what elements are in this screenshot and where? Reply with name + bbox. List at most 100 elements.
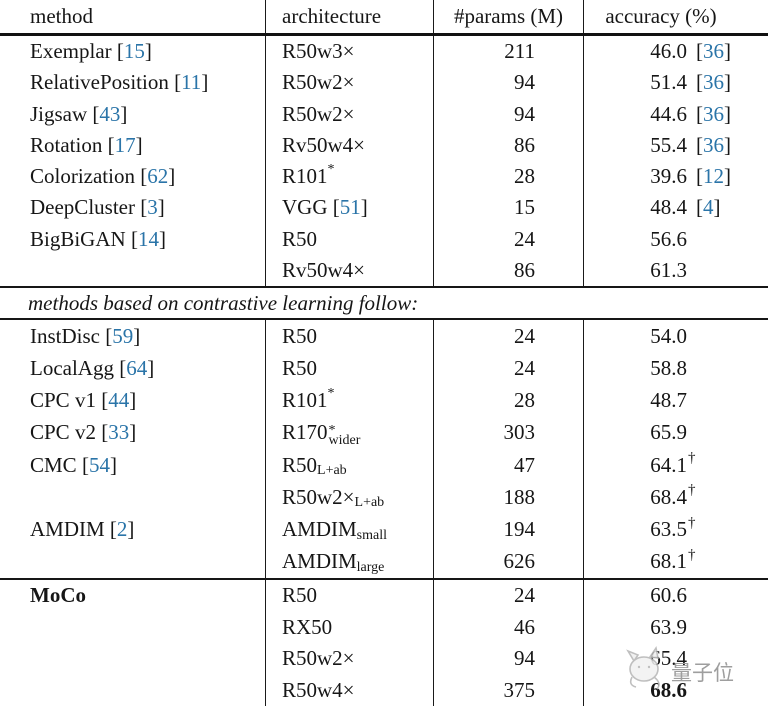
method-cell: [0, 643, 265, 675]
citation-number: 62: [147, 164, 169, 189]
accuracy-cell: 61.3: [583, 254, 768, 286]
accuracy-value: 48.4: [650, 195, 687, 220]
section-divider: methods based on contrastive learning fo…: [0, 286, 768, 320]
architecture-cell: Rv50w4×: [265, 254, 433, 286]
accuracy-cell: 65.4: [583, 643, 768, 675]
accuracy-value: 64.1: [650, 452, 687, 477]
accuracy-value: 44.6: [650, 101, 687, 126]
accuracy-cell: 54.0: [583, 320, 768, 353]
citation-number: 15: [123, 39, 145, 64]
architecture-cell: R50: [265, 223, 433, 255]
citation-number: 44: [108, 388, 130, 413]
method-cell: LocalAgg [64]: [30, 355, 155, 380]
citation-number: 33: [108, 420, 130, 445]
params-cell: 94: [433, 643, 583, 675]
accuracy-cell: 68.1 †: [583, 545, 768, 578]
params-cell: 15: [433, 192, 583, 224]
method-cell: Exemplar [15]: [30, 39, 152, 64]
method-cell: CMC [54]: [30, 452, 117, 477]
section-contrastive-learning-methods: InstDisc [59] R50 24 54.0 LocalAgg [64] R50 24…: [0, 320, 768, 578]
accuracy-value: 63.5: [650, 517, 687, 542]
architecture-cell: R101 *: [265, 384, 433, 417]
citation-number: 36: [703, 39, 724, 64]
method-cell: Jigsaw [43]: [30, 101, 128, 126]
citation-number: 36: [703, 101, 724, 126]
method-cell: InstDisc [59]: [30, 323, 141, 348]
accuracy-value: 48.7: [650, 388, 687, 413]
architecture-cell: RX50: [265, 611, 433, 643]
method-cell: [0, 481, 265, 513]
accuracy-value: 55.4: [650, 132, 687, 157]
accuracy-cell: 51.4 [36]: [583, 67, 768, 99]
accuracy-cell: 63.5 †: [583, 513, 768, 546]
method-cell: [0, 612, 265, 644]
params-cell: 194: [433, 513, 583, 546]
params-cell: 28: [433, 161, 583, 193]
accuracy-citation: [36]: [696, 39, 731, 64]
citation-number: 11: [181, 70, 202, 95]
accuracy-value: 56.6: [650, 226, 687, 251]
architecture-cell: R170 * wider: [265, 416, 433, 449]
architecture-cell: AMDIM small: [265, 513, 433, 546]
accuracy-value: 65.9: [650, 420, 687, 445]
method-cell: DeepCluster [3]: [30, 195, 165, 220]
accuracy-citation: [36]: [696, 132, 731, 157]
table-header-row: method architecture #params (M) accuracy…: [0, 0, 768, 36]
accuracy-value: 63.9: [650, 614, 687, 639]
citation-number: 36: [703, 70, 724, 95]
architecture-cell: AMDIM large: [265, 545, 433, 578]
params-cell: 94: [433, 67, 583, 99]
header-architecture: architecture: [265, 0, 433, 33]
accuracy-citation: [4]: [696, 195, 721, 220]
architecture-cell: R50w2×: [265, 67, 433, 99]
method-cell: [0, 255, 265, 286]
method-cell: RelativePosition [11]: [30, 70, 209, 95]
method-cell: CPC v2 [33]: [30, 420, 137, 445]
citation-number: 36: [703, 132, 724, 157]
citation-number: 2: [116, 517, 128, 542]
accuracy-citation: [36]: [696, 70, 731, 95]
section-pretext-task-methods: Exemplar [15] R50w3× 211 46.0 [36] RelativePo…: [0, 36, 768, 286]
arch-sup-sub: * wider: [328, 423, 361, 448]
architecture-cell: VGG [51]: [265, 192, 433, 224]
method-cell: AMDIM [2]: [30, 517, 135, 542]
accuracy-value: 51.4: [650, 70, 687, 95]
params-cell: 375: [433, 674, 583, 706]
accuracy-cell: 65.9: [583, 416, 768, 449]
architecture-cell: R50w4×: [265, 674, 433, 706]
accuracy-value: 39.6: [650, 164, 687, 189]
accuracy-cell: 44.6 [36]: [583, 98, 768, 130]
architecture-cell: R50: [265, 580, 433, 612]
accuracy-cell: 68.4 †: [583, 481, 768, 514]
architecture-cell: R50w2×: [265, 98, 433, 130]
architecture-cell: R50w2×: [265, 643, 433, 675]
accuracy-value: 68.1: [650, 549, 687, 574]
accuracy-cell: 55.4 [36]: [583, 129, 768, 161]
accuracy-value: 65.4: [650, 646, 687, 671]
citation-number: 43: [99, 101, 121, 126]
method-cell: Rotation [17]: [30, 132, 143, 157]
params-cell: 211: [433, 36, 583, 68]
params-cell: 86: [433, 129, 583, 161]
arch-subscript: wider: [328, 432, 361, 448]
architecture-cell: R50: [265, 320, 433, 353]
accuracy-cell: 60.6: [583, 580, 768, 612]
section-moco-results: MoCo R50 24 60.6 RX50 46 63.9 R50w2× 94 65.4 R50w4…: [0, 578, 768, 706]
params-cell: 24: [433, 320, 583, 353]
params-cell: 24: [433, 580, 583, 612]
method-cell: CPC v1 [44]: [30, 388, 137, 413]
params-cell: 46: [433, 611, 583, 643]
params-cell: 24: [433, 223, 583, 255]
accuracy-value: 61.3: [650, 257, 687, 282]
params-cell: 24: [433, 352, 583, 385]
params-cell: 28: [433, 384, 583, 417]
architecture-cell: R50w3×: [265, 36, 433, 68]
accuracy-value: 58.8: [650, 355, 687, 380]
citation-number: 14: [137, 226, 159, 251]
accuracy-value: 46.0: [650, 39, 687, 64]
architecture-cell: Rv50w4×: [265, 129, 433, 161]
params-cell: 47: [433, 449, 583, 482]
architecture-cell: R50 L+ab: [265, 449, 433, 482]
header-method: method: [30, 4, 93, 28]
